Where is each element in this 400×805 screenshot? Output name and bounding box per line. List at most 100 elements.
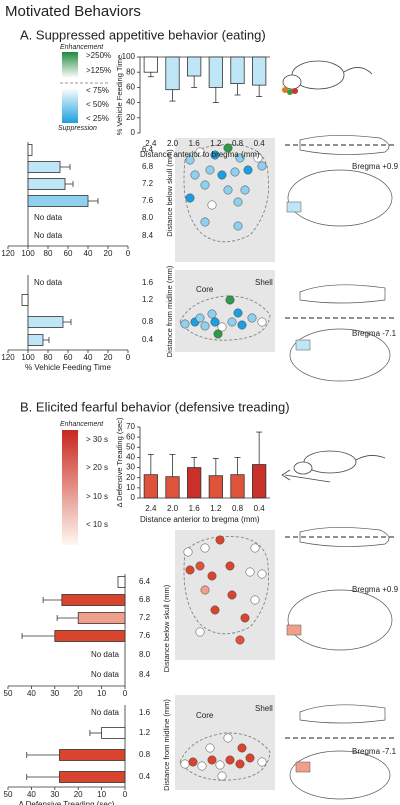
y-tick-label: 8.4 <box>139 670 151 679</box>
site-dot <box>190 170 200 180</box>
x-axis-label: Distance anterior to bregma (mm) <box>140 515 260 524</box>
bar <box>101 727 126 739</box>
y-tick-label: 80 <box>126 67 135 76</box>
x-tick-label: 60 <box>64 353 73 362</box>
y-tick-label: 6.4 <box>139 577 151 586</box>
y-tick-label: 7.6 <box>142 196 154 205</box>
site-dot <box>197 761 207 771</box>
y-axis-label: Distance from midline (mm) <box>162 699 171 791</box>
site-dot <box>223 143 233 153</box>
site-dot <box>237 320 247 330</box>
x-tick-label: 40 <box>27 790 36 799</box>
y-tick-label: 60 <box>126 83 135 92</box>
site-dot <box>225 755 235 765</box>
x-tick-label: 0 <box>126 353 131 362</box>
bar <box>187 56 202 77</box>
site-dot <box>223 733 233 743</box>
x-axis-label: Δ Defensive Treading (sec) <box>18 800 114 805</box>
legend-label: > 10 s <box>86 492 108 501</box>
y-axis-label: Distance below skull (mm) <box>165 149 174 237</box>
region-label: Shell <box>255 704 273 713</box>
site-dot <box>227 590 237 600</box>
y-tick-label: 20 <box>126 113 135 122</box>
bar <box>27 178 66 190</box>
site-dot <box>243 165 253 175</box>
bregma-label: Bregma +0.9 <box>352 162 399 171</box>
y-tick-label: 10 <box>126 483 135 492</box>
site-dot <box>207 200 217 210</box>
no-data-label: No data <box>91 670 120 679</box>
x-tick-label: 0.4 <box>254 139 266 148</box>
bar <box>252 464 267 499</box>
bar <box>21 294 29 306</box>
legend-scale <box>62 52 78 78</box>
x-tick-label: 80 <box>44 249 53 258</box>
bar <box>77 612 126 624</box>
y-axis-label: % Vehicle Feeding Time <box>115 55 124 135</box>
legend-label: < 10 s <box>86 520 108 529</box>
site-dot <box>215 760 225 770</box>
bar <box>252 56 267 86</box>
x-tick-label: 20 <box>74 790 83 799</box>
brain-diagram <box>285 135 395 382</box>
x-tick-label: 20 <box>104 249 113 258</box>
legend-scale <box>62 88 78 123</box>
site-dot <box>225 295 235 305</box>
y-axis-label: Distance below skull (mm) <box>162 584 171 672</box>
no-data-label: No data <box>91 708 120 717</box>
site-dot <box>200 217 210 227</box>
legend-label: < 75% <box>86 86 109 95</box>
x-tick-label: 50 <box>4 689 13 698</box>
site-dot <box>195 147 205 157</box>
bar <box>208 56 223 88</box>
site-dot <box>185 155 195 165</box>
x-tick-label: 1.2 <box>210 504 222 513</box>
rat-icon <box>281 450 386 483</box>
bar <box>165 476 180 499</box>
y-tick-label: 1.2 <box>139 728 151 737</box>
x-tick-label: 120 <box>1 249 15 258</box>
y-tick-label: 60 <box>126 432 135 441</box>
x-tick-label: 40 <box>84 353 93 362</box>
site-dot <box>205 165 215 175</box>
site-dot <box>240 613 250 623</box>
x-tick-label: 1.6 <box>189 504 201 513</box>
x-tick-label: 10 <box>97 790 106 799</box>
y-tick-label: 1.6 <box>139 708 151 717</box>
y-tick-label: 70 <box>126 422 135 431</box>
bregma-label: Bregma -7.1 <box>352 747 397 756</box>
site-dot <box>213 329 223 339</box>
x-tick-label: 120 <box>1 353 15 362</box>
bar <box>54 630 126 642</box>
y-tick-label: 0.4 <box>139 772 151 781</box>
y-tick-label: 7.6 <box>139 631 151 640</box>
site-dot <box>185 193 195 203</box>
bar <box>117 576 126 588</box>
y-tick-label: 30 <box>126 463 135 472</box>
bar <box>165 56 180 91</box>
x-tick-label: 50 <box>4 790 13 799</box>
x-axis-label: Distance anterior to bregma (mm) <box>140 150 260 159</box>
bar <box>27 334 44 346</box>
legend-label: < 50% <box>86 100 109 109</box>
y-tick-label: 40 <box>126 453 135 462</box>
y-tick-label: 8.0 <box>142 213 154 222</box>
y-tick-label: 0.8 <box>142 317 154 326</box>
x-tick-label: 60 <box>64 249 73 258</box>
site-dot <box>200 180 210 190</box>
y-tick-label: 50 <box>126 442 135 451</box>
site-dot <box>180 319 190 329</box>
y-tick-label: 0.4 <box>142 335 154 344</box>
x-tick-label: 2.4 <box>145 504 157 513</box>
x-tick-label: 0 <box>126 249 131 258</box>
site-dot <box>195 561 205 571</box>
panel-title: A. Suppressed appetitive behavior (eatin… <box>20 27 266 42</box>
bar <box>230 56 245 85</box>
site-dot <box>210 605 220 615</box>
bar <box>61 594 126 606</box>
site-dot <box>217 322 227 332</box>
y-tick-label: 0 <box>131 128 136 137</box>
site-dot <box>188 757 198 767</box>
bregma-label: Bregma -7.1 <box>352 329 397 338</box>
region-label: Core <box>196 711 214 720</box>
